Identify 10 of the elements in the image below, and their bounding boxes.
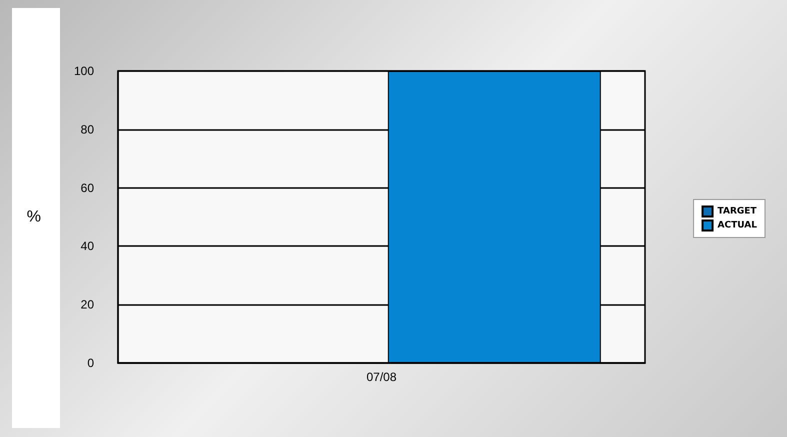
y-tick-label: 80 xyxy=(80,122,94,136)
legend-label: TARGET xyxy=(718,206,758,216)
y-tick-label: 60 xyxy=(80,180,94,195)
y-axis-title: % xyxy=(26,208,41,226)
y-tick-label: 100 xyxy=(74,64,94,78)
y-tick-label: 40 xyxy=(80,239,94,254)
y-tick-label: 20 xyxy=(80,298,94,312)
legend-label: ACTUAL xyxy=(718,220,758,230)
x-tick-label: 07/08 xyxy=(366,370,397,384)
y-tick-label: 0 xyxy=(87,356,94,370)
